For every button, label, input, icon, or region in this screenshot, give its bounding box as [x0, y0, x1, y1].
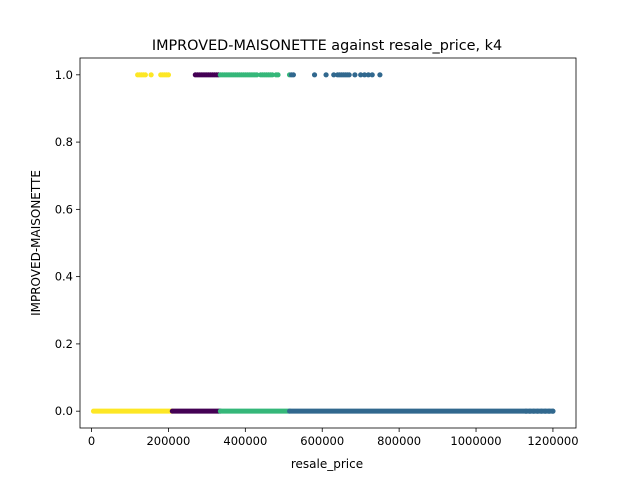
x-tick-label: 600000 — [300, 434, 344, 448]
y-axis: 0.0 0.2 0.4 0.6 0.8 1.0 — [55, 68, 80, 418]
data-point — [361, 72, 368, 78]
x-tick-label: 1000000 — [450, 434, 501, 448]
data-point — [275, 72, 281, 78]
data-point — [538, 408, 544, 414]
chart-title: IMPROVED-MAISONETTE against resale_price… — [152, 38, 502, 54]
data-point — [534, 408, 541, 414]
data-point — [369, 72, 375, 78]
y-tick-label: 1.0 — [55, 68, 73, 82]
x-tick-label: 1200000 — [527, 434, 578, 448]
y-tick-label: 0.0 — [55, 404, 73, 418]
y-tick-label: 0.6 — [55, 202, 73, 216]
data-point — [148, 72, 154, 78]
plot-area — [90, 72, 556, 414]
data-point — [290, 72, 296, 78]
y-tick-label: 0.4 — [55, 270, 73, 284]
x-tick-label: 200000 — [146, 434, 190, 448]
x-axis-label: resale_price — [291, 457, 363, 471]
data-point — [358, 72, 364, 78]
x-axis: 0 200000 400000 600000 800000 1000000 1200000 — [88, 428, 579, 448]
data-point — [546, 408, 552, 414]
data-point — [331, 72, 337, 78]
data-point — [523, 408, 529, 414]
data-point — [531, 408, 537, 414]
data-point — [165, 72, 172, 78]
data-point — [352, 72, 358, 78]
data-point — [527, 408, 533, 414]
y-axis-label: IMPROVED-MAISONETTE — [29, 170, 43, 316]
data-point — [254, 72, 260, 78]
data-point — [550, 408, 556, 414]
data-point — [323, 72, 329, 78]
data-point — [311, 72, 318, 78]
data-point — [142, 72, 148, 78]
data-point — [346, 72, 352, 78]
x-tick-label: 800000 — [377, 434, 421, 448]
y-tick-label: 0.2 — [55, 337, 73, 351]
data-point — [269, 72, 275, 78]
x-tick-label: 400000 — [223, 434, 267, 448]
x-tick-label: 0 — [88, 434, 95, 448]
data-point — [377, 72, 383, 78]
data-point — [542, 408, 548, 414]
y-tick-label: 0.8 — [55, 135, 73, 149]
data-point — [365, 72, 371, 78]
axes-frame — [79, 57, 577, 429]
